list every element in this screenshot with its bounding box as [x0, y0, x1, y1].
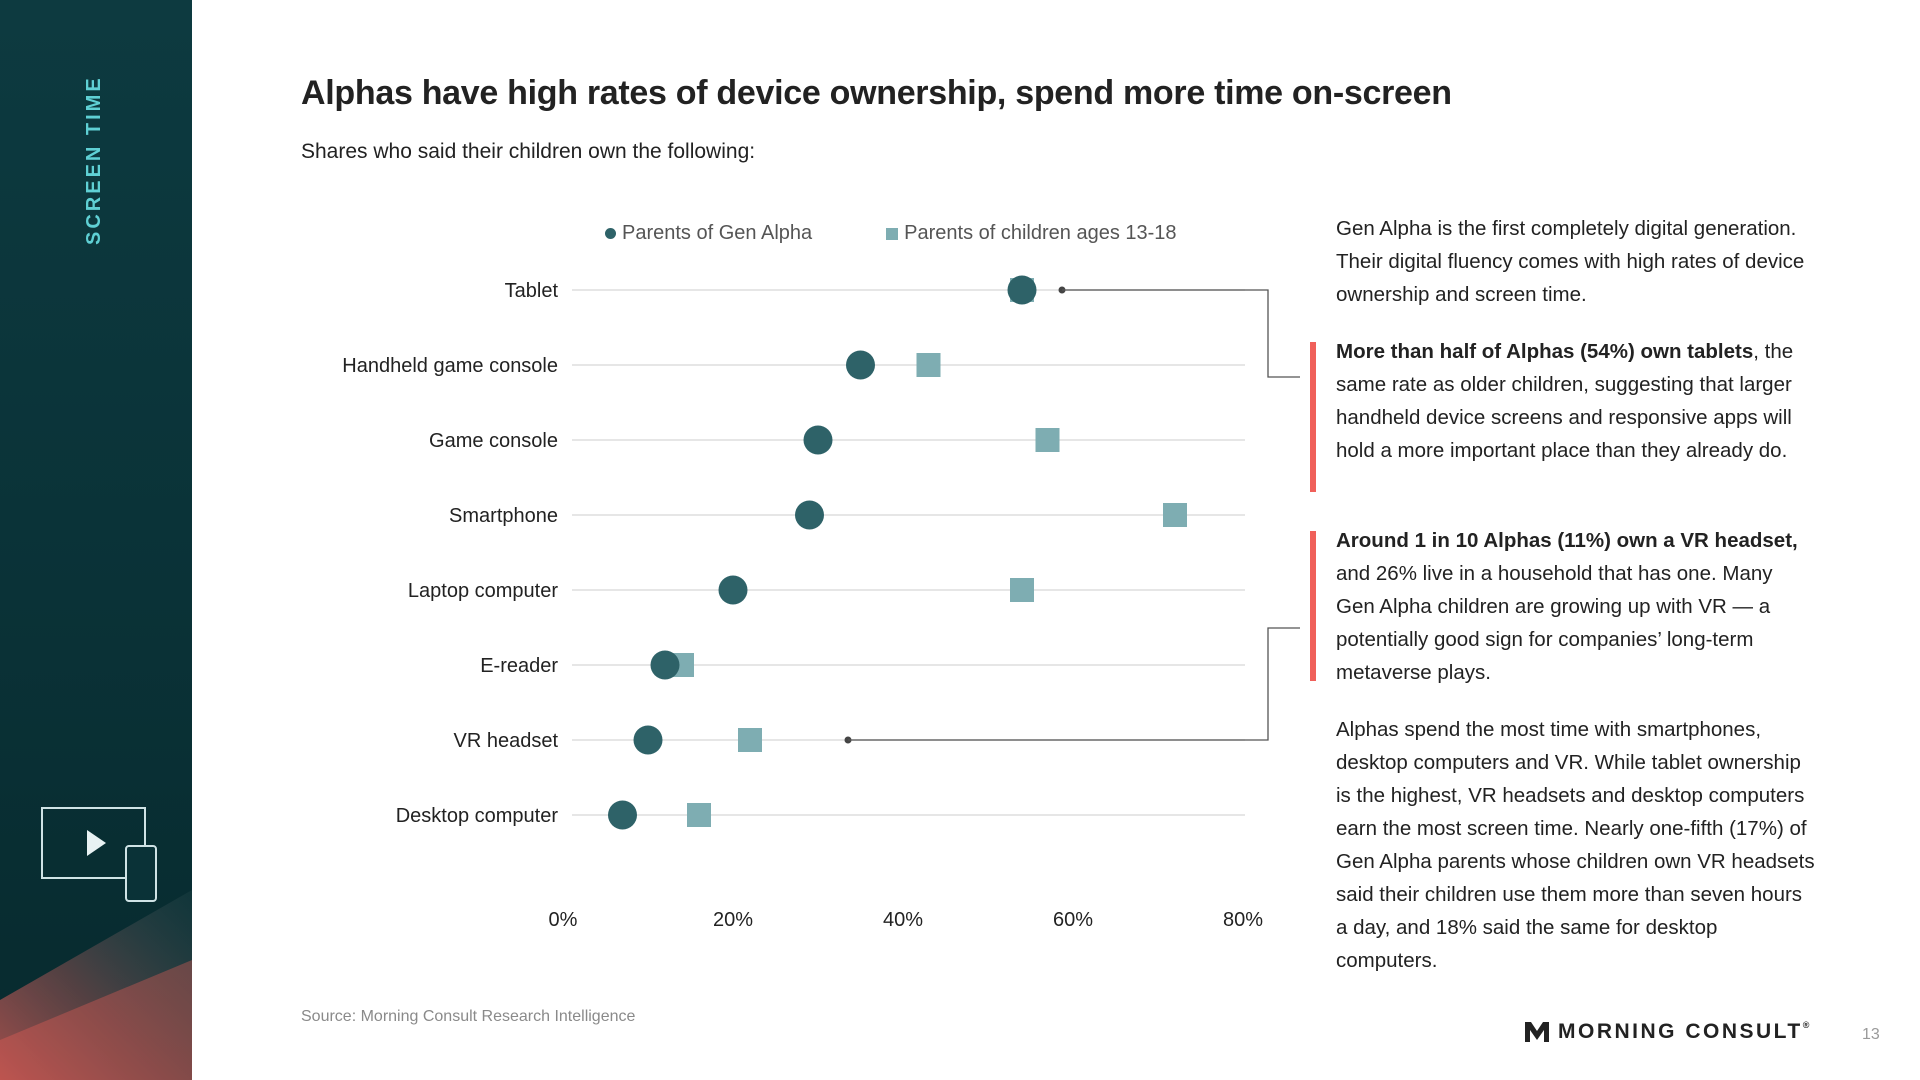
chart-legend: Parents of Gen Alpha Parents of children… — [605, 222, 1177, 245]
square-point-handheld-game-console — [916, 353, 941, 377]
square-point-smartphone — [1163, 503, 1187, 527]
callout-line-vr — [848, 627, 1300, 741]
vr-text: and 26% live in a household that has one… — [1336, 562, 1773, 684]
category-label-smartphone: Smartphone — [449, 505, 558, 527]
circle-point-laptop-computer — [718, 575, 748, 605]
legend-label-teens: Parents of children ages 13-18 — [904, 222, 1177, 244]
circle-point-game-console — [803, 425, 833, 455]
x-tick-label: 20% — [713, 909, 753, 931]
circle-point-tablet — [1007, 275, 1037, 305]
sidebar-decoration — [0, 890, 192, 1080]
tablet-text: , the same rate as older children, sugge… — [1336, 340, 1794, 462]
callout-line-tablet — [1062, 289, 1300, 378]
morning-consult-logo: MORNING CONSULT® — [1524, 1020, 1812, 1044]
x-tick-label: 60% — [1053, 909, 1093, 931]
chart-subtitle: Shares who said their children own the f… — [301, 140, 756, 163]
vr-paragraph: Around 1 in 10 Alphas (11%) own a VR hea… — [1336, 524, 1816, 689]
closing-paragraph: Alphas spend the most time with smartpho… — [1336, 718, 1815, 972]
legend-item-teens: Parents of children ages 13-18 — [886, 222, 1177, 245]
x-tick-label: 80% — [1223, 909, 1263, 931]
x-tick-label: 40% — [883, 909, 923, 931]
legend-label-gen-alpha: Parents of Gen Alpha — [622, 222, 813, 244]
accent-bar-vr — [1310, 531, 1316, 681]
square-point-vr-headset — [738, 728, 762, 752]
page-title: Alphas have high rates of device ownersh… — [301, 74, 1452, 112]
page-number: 13 — [1862, 1026, 1880, 1043]
category-label-tablet: Tablet — [505, 280, 559, 302]
source-note: Source: Morning Consult Research Intelli… — [301, 1008, 636, 1025]
accent-bar-tablet — [1310, 342, 1316, 492]
logo-wordmark: MORNING CONSULT — [1558, 1020, 1803, 1043]
category-label-game-console: Game console — [429, 430, 558, 452]
square-point-desktop-computer — [687, 803, 711, 827]
circle-point-e-reader — [650, 650, 680, 680]
logo-mark-icon — [1525, 1022, 1549, 1042]
circle-marker-icon — [605, 228, 616, 239]
sidebar: SCREEN TIME — [0, 0, 192, 1080]
logo-registered-mark: ® — [1802, 1020, 1812, 1030]
tablet-highlight: More than half of Alphas (54%) own table… — [1336, 340, 1754, 363]
category-label-e-reader: E-reader — [480, 655, 558, 677]
circle-point-handheld-game-console — [846, 350, 875, 380]
category-label-vr-headset: VR headset — [453, 730, 558, 752]
square-point-laptop-computer — [1010, 578, 1034, 602]
intro-paragraph: Gen Alpha is the first completely digita… — [1336, 217, 1805, 306]
video-device-icon — [41, 807, 157, 902]
circle-point-desktop-computer — [608, 800, 637, 830]
dot-plot-chart: Tablet Handheld game console Game console S… — [342, 275, 1300, 931]
category-label-handheld-game-console: Handheld game console — [342, 355, 558, 377]
square-point-game-console — [1035, 428, 1060, 452]
category-label-laptop-computer: Laptop computer — [408, 580, 558, 602]
square-marker-icon — [886, 227, 899, 240]
x-tick-label: 0% — [549, 909, 578, 931]
circle-point-smartphone — [795, 500, 824, 530]
tablet-paragraph: More than half of Alphas (54%) own table… — [1336, 335, 1816, 467]
legend-item-gen-alpha: Parents of Gen Alpha — [605, 222, 812, 245]
circle-point-vr-headset — [633, 725, 663, 755]
vr-highlight: Around 1 in 10 Alphas (11%) own a VR hea… — [1336, 529, 1798, 552]
sidebar-section-label: SCREEN TIME — [83, 75, 105, 245]
category-label-desktop-computer: Desktop computer — [396, 805, 559, 827]
